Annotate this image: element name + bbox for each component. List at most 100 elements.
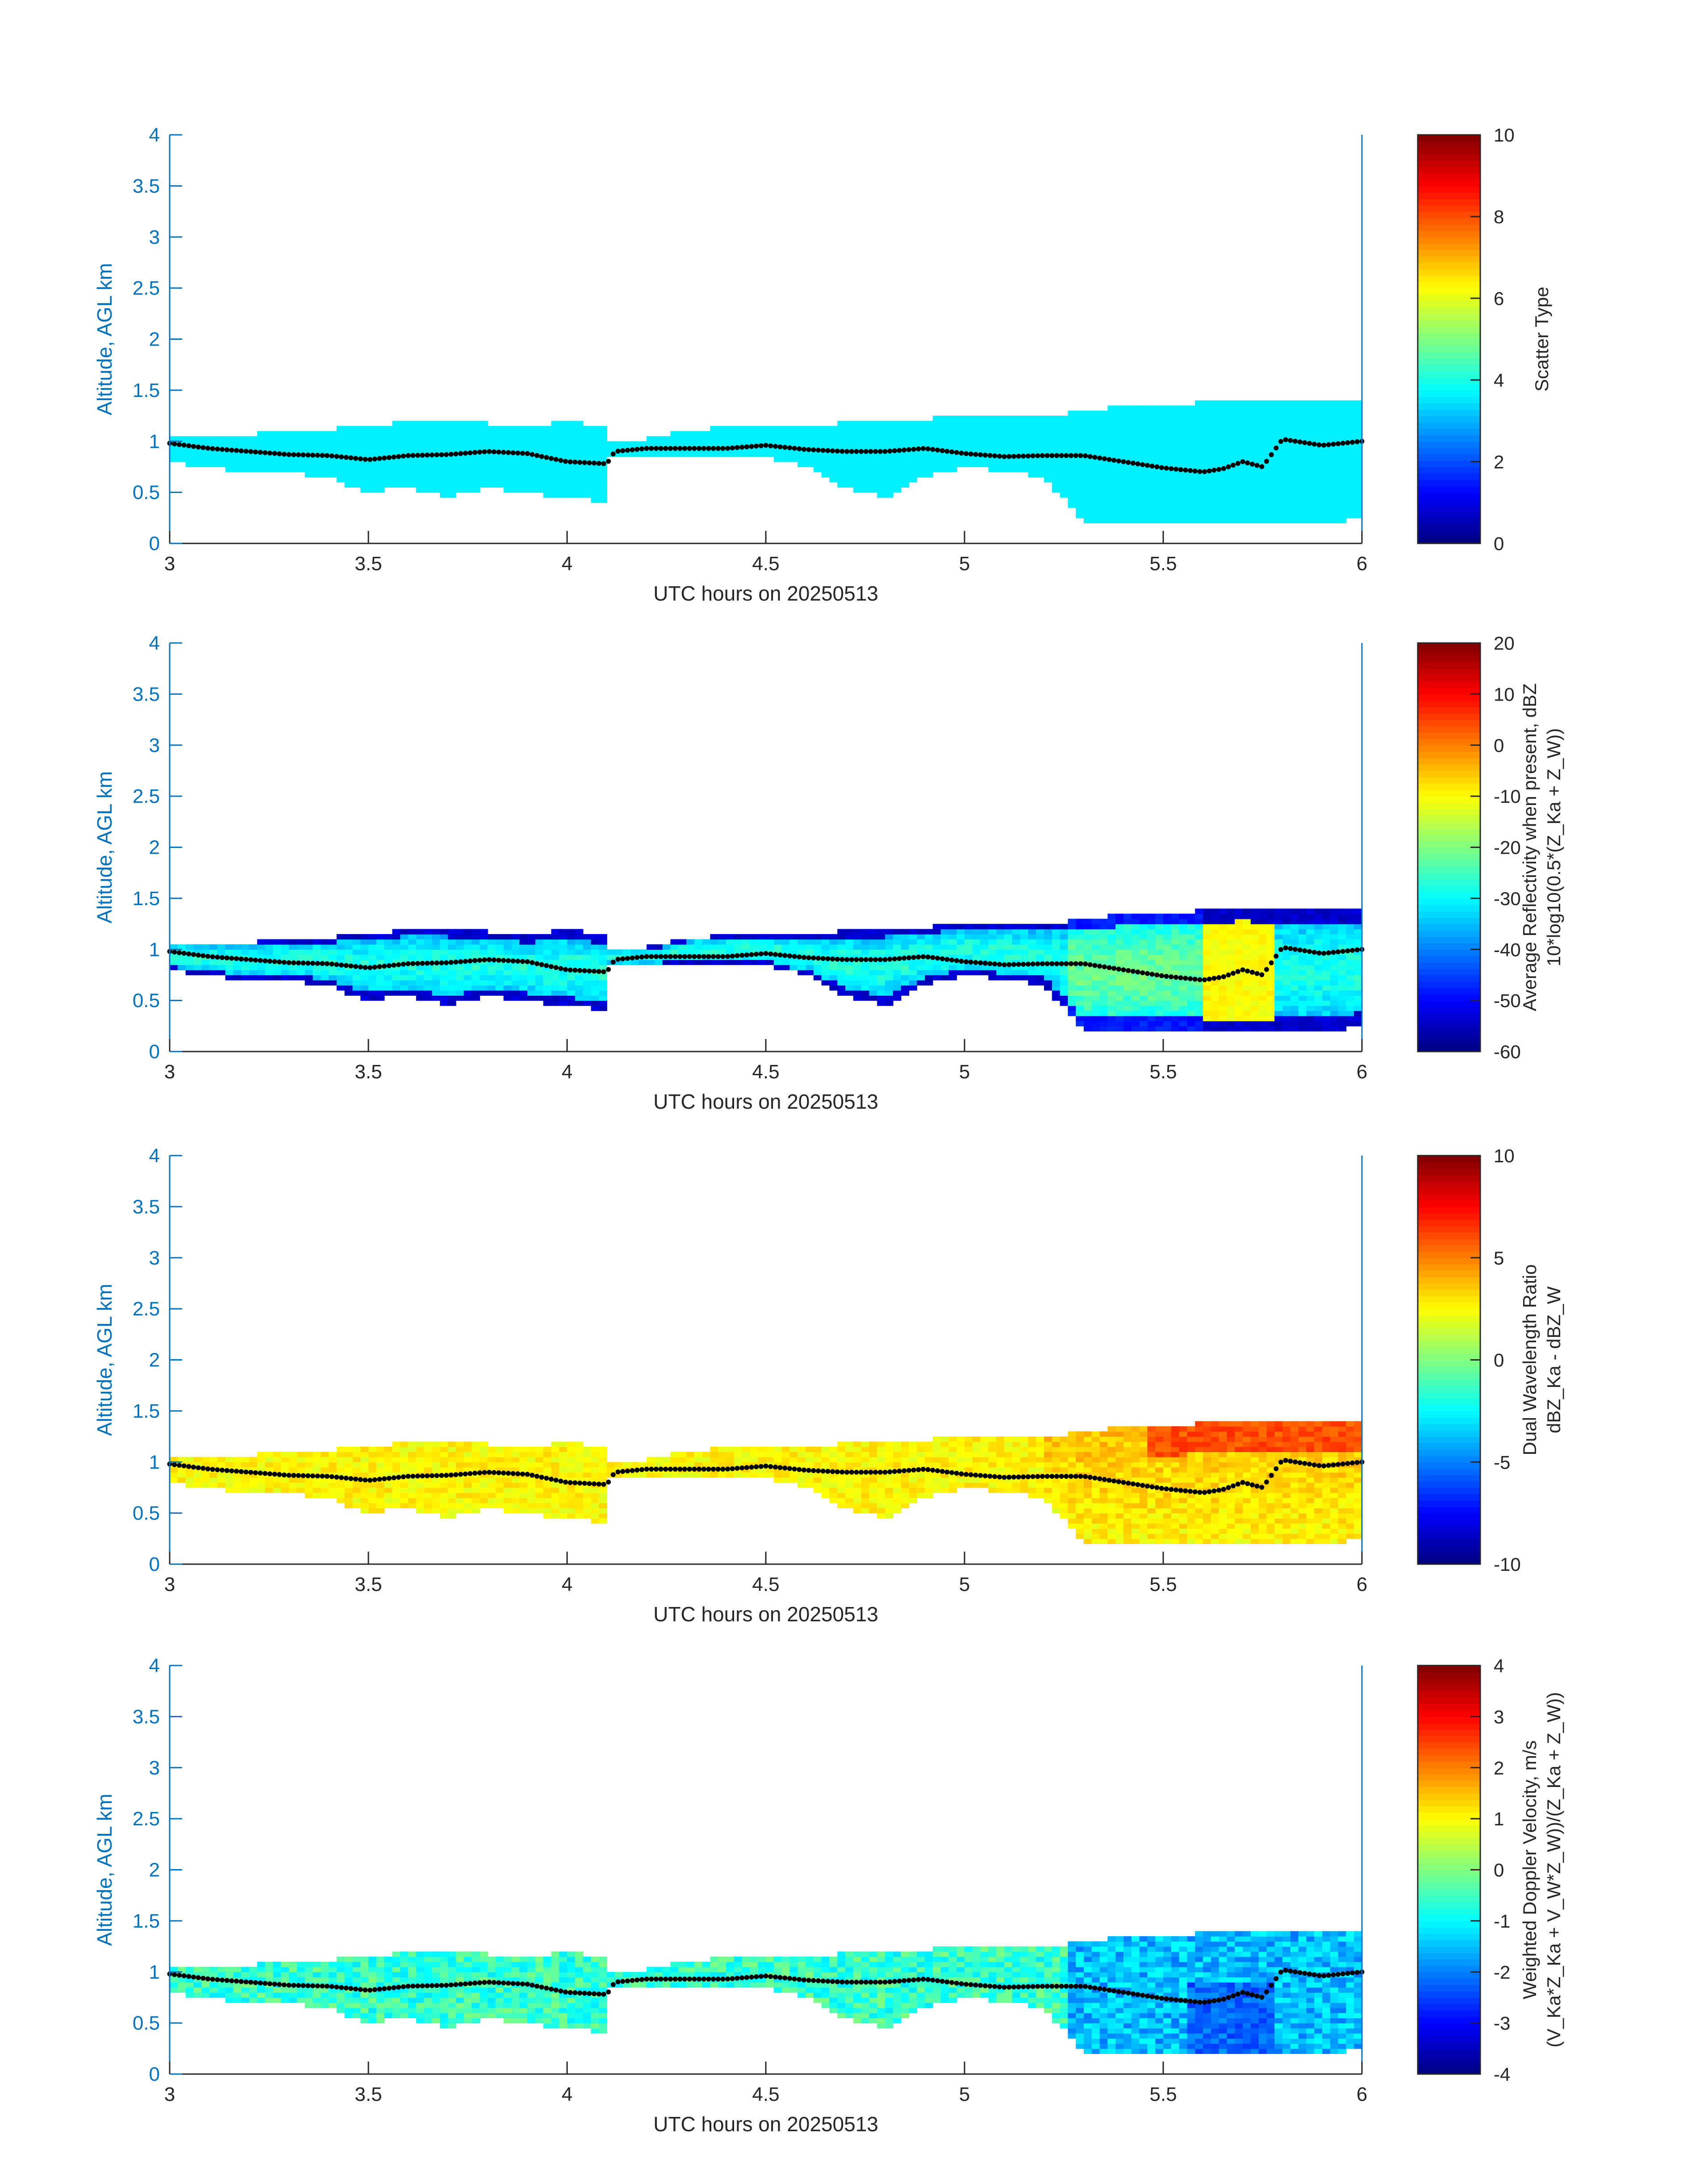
heatmap-cell xyxy=(861,995,870,1001)
heatmap-cell xyxy=(1330,965,1339,970)
cloud-base-dot xyxy=(821,448,826,453)
heatmap-cell xyxy=(1322,914,1331,919)
heatmap-cell xyxy=(1140,939,1148,944)
heatmap-cell xyxy=(551,487,560,493)
heatmap-cell xyxy=(440,1001,448,1006)
heatmap-cell xyxy=(829,975,838,980)
heatmap-cell xyxy=(400,944,409,950)
heatmap-cell xyxy=(1203,477,1211,482)
heatmap-cell xyxy=(845,477,854,482)
colorbar-tick-label: -20 xyxy=(1494,837,1521,858)
heatmap-cell xyxy=(901,451,910,457)
heatmap-cell xyxy=(1155,431,1164,436)
heatmap-cell xyxy=(893,990,902,996)
heatmap-cell xyxy=(1132,503,1140,508)
cloud-base-dot xyxy=(401,962,406,967)
heatmap-cell xyxy=(480,944,488,950)
heatmap-cell xyxy=(1115,985,1124,990)
heatmap-cell xyxy=(1020,426,1029,431)
heatmap-cell xyxy=(233,970,242,975)
cloud-base-dot xyxy=(673,446,678,451)
heatmap-cell xyxy=(186,436,194,442)
heatmap-cell xyxy=(1187,970,1195,975)
heatmap-cell xyxy=(1354,405,1362,411)
heatmap-cell xyxy=(416,985,425,990)
heatmap-cell xyxy=(1290,975,1299,980)
heatmap-cell xyxy=(281,1487,289,1493)
cloud-base-dot xyxy=(1293,947,1298,952)
heatmap-cell xyxy=(241,1478,250,1483)
heatmap-cell xyxy=(527,436,536,442)
colorbar-swatch xyxy=(1418,250,1480,256)
cloud-base-dot xyxy=(1326,950,1331,955)
heatmap-cell xyxy=(1219,1006,1228,1011)
heatmap-cell xyxy=(1314,401,1323,406)
heatmap-cell xyxy=(1084,497,1092,503)
heatmap-cell xyxy=(822,467,830,472)
cloud-base-dot xyxy=(639,447,644,451)
heatmap-cell xyxy=(837,929,846,935)
heatmap-cell xyxy=(1314,411,1323,416)
cloud-base-dot xyxy=(944,449,949,454)
heatmap-cell xyxy=(948,970,957,975)
cloud-base-dot xyxy=(1131,461,1136,466)
heatmap-cell xyxy=(1235,955,1243,960)
heatmap-cell xyxy=(1203,1006,1211,1011)
heatmap-cell xyxy=(360,955,369,960)
heatmap-cell xyxy=(1012,441,1021,447)
heatmap-cell xyxy=(583,493,592,498)
heatmap-cell xyxy=(1322,965,1331,970)
heatmap-cell xyxy=(941,457,949,462)
cloud-base-dot xyxy=(983,961,988,966)
cloud-base-dot xyxy=(1312,442,1317,447)
cloud-base-dot xyxy=(830,448,835,453)
heatmap-cell xyxy=(1282,457,1291,462)
cloud-base-dot xyxy=(1336,949,1341,954)
heatmap-cell xyxy=(1140,451,1148,457)
heatmap-cell xyxy=(1354,975,1362,980)
cloud-base-dot xyxy=(835,957,840,962)
heatmap-cell xyxy=(1203,482,1211,488)
heatmap-cell xyxy=(663,451,671,457)
heatmap-cell xyxy=(1314,970,1323,975)
heatmap-cell xyxy=(1171,939,1180,944)
heatmap-cell xyxy=(575,451,584,457)
cloud-base-dot xyxy=(878,957,883,962)
y-tick-label: 1 xyxy=(149,939,160,960)
heatmap-cell xyxy=(1290,421,1299,426)
heatmap-cell xyxy=(432,985,440,990)
heatmap-cell xyxy=(321,944,329,950)
cloud-base-dot xyxy=(1126,968,1131,973)
cloud-base-dot xyxy=(644,446,649,451)
heatmap-cell xyxy=(1068,995,1076,1001)
heatmap-cell xyxy=(352,1447,361,1452)
heatmap-cell xyxy=(845,421,854,426)
heatmap-cell xyxy=(1282,919,1291,924)
heatmap-cell xyxy=(456,457,464,462)
heatmap-cell xyxy=(1147,457,1156,462)
heatmap-cell xyxy=(806,944,814,950)
heatmap-cell xyxy=(193,960,202,965)
heatmap-cell xyxy=(1147,472,1156,477)
heatmap-cell xyxy=(917,431,925,436)
heatmap-cell xyxy=(400,462,409,467)
heatmap-cell xyxy=(1115,955,1124,960)
heatmap-cell xyxy=(384,949,393,955)
heatmap-cell xyxy=(893,944,902,950)
heatmap-cell xyxy=(814,975,822,980)
heatmap-cell xyxy=(973,441,981,447)
heatmap-cell xyxy=(965,462,973,467)
heatmap-cell xyxy=(789,934,798,939)
heatmap-cell xyxy=(893,934,902,939)
x-tick-label: 4.5 xyxy=(752,1061,779,1083)
heatmap-cell xyxy=(1028,431,1036,436)
heatmap-cell xyxy=(583,980,592,985)
heatmap-cell xyxy=(392,482,401,488)
heatmap-cell xyxy=(249,1487,258,1493)
heatmap-cell xyxy=(1115,929,1124,935)
cloud-base-dot xyxy=(773,444,778,449)
heatmap-cell xyxy=(1171,924,1180,929)
cloud-base-dot xyxy=(172,442,177,447)
heatmap-cell xyxy=(1132,518,1140,523)
heatmap-cell xyxy=(1322,980,1331,985)
